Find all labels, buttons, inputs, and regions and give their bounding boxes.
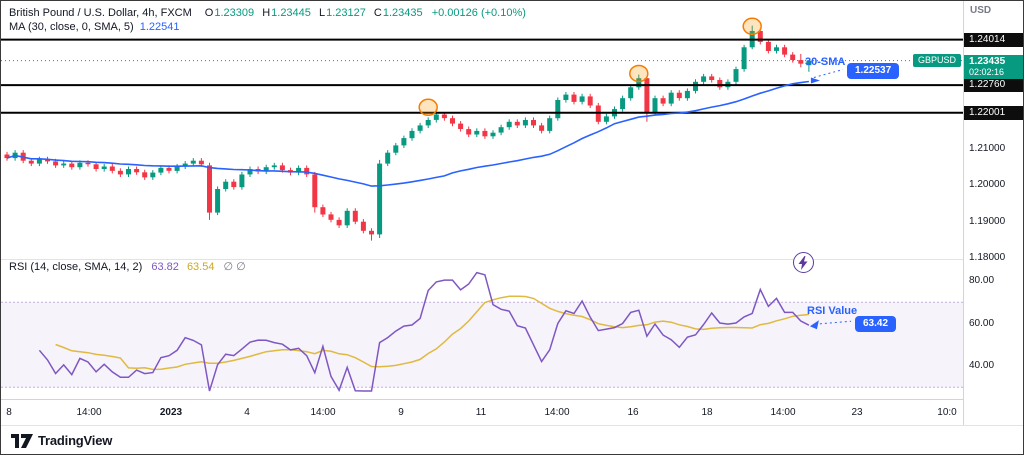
pane-divider bbox=[1, 259, 963, 260]
time-axis-label: 23 bbox=[851, 407, 863, 418]
tradingview-wordmark: TradingView bbox=[38, 433, 113, 448]
level-lines[interactable] bbox=[1, 38, 963, 114]
open-value: 1.23309 bbox=[214, 7, 255, 19]
rsi-main-value: 63.82 bbox=[151, 261, 179, 273]
sma-annotation-tag[interactable]: 1.22537 bbox=[847, 62, 900, 79]
tradingview-logo[interactable]: TradingView bbox=[11, 433, 112, 448]
symbol-legend-row: British Pound / U.S. Dollar, 4h, FXCM O1… bbox=[9, 6, 526, 20]
time-axis-label: 11 bbox=[475, 407, 487, 418]
ma-legend-row: MA (30, close, 0, SMA, 5) 1.22541 bbox=[9, 20, 526, 34]
rsi-smooth-value: 63.54 bbox=[186, 261, 215, 273]
time-axis-label: 10:0 bbox=[937, 407, 957, 418]
tradingview-logo-icon bbox=[11, 433, 33, 448]
close-label: C bbox=[373, 7, 382, 19]
symbol-title[interactable]: British Pound / U.S. Dollar, 4h, FXCM bbox=[9, 7, 192, 19]
bar-countdown: 02:02:16 bbox=[969, 66, 1005, 77]
lightning-bolt-glyph bbox=[798, 255, 808, 270]
rsi-axis-label: 40.00 bbox=[969, 360, 995, 371]
rsi-leader-line bbox=[814, 320, 852, 325]
time-axis-label: 14:00 bbox=[76, 407, 102, 418]
price-axis-label: 1.20000 bbox=[969, 179, 1006, 191]
time-axis-label: 14:00 bbox=[770, 407, 796, 418]
rsi-axis-label: 60.00 bbox=[969, 317, 995, 329]
current-price-value: 1.23435 bbox=[969, 55, 1006, 67]
close-value: 1.23435 bbox=[382, 7, 423, 19]
candles-group bbox=[4, 25, 812, 241]
ma-indicator-label[interactable]: MA (30, close, 0, SMA, 5) bbox=[9, 21, 134, 33]
open-label: O bbox=[204, 7, 214, 19]
sma-line[interactable] bbox=[6, 80, 810, 187]
lightning-icon[interactable] bbox=[793, 252, 814, 273]
rsi-chart-pane[interactable] bbox=[1, 259, 963, 399]
time-axis-label: 2023 bbox=[159, 407, 183, 418]
time-axis-label: 16 bbox=[627, 407, 639, 418]
low-label: L bbox=[318, 7, 326, 19]
price-axis[interactable]: USD 1.23435 02:02:16 1.21000 1.20000 1.190… bbox=[963, 1, 1023, 399]
high-value: 1.23445 bbox=[271, 7, 311, 19]
time-axis-label: 8 bbox=[6, 407, 12, 418]
sma-arrowhead bbox=[810, 77, 820, 84]
sma-annotation-text[interactable]: 30-SMA bbox=[805, 55, 846, 68]
rsi-legend: RSI (14, close, SMA, 14, 2) 63.82 63.54 … bbox=[9, 260, 246, 273]
rsi-empty-values: ∅ ∅ bbox=[223, 261, 246, 273]
time-axis-label: 14:00 bbox=[310, 407, 336, 418]
rsi-ma-line[interactable] bbox=[55, 295, 809, 371]
rsi-annotation-text[interactable]: RSI Value bbox=[807, 305, 858, 318]
rsi-axis-label: 80.00 bbox=[969, 275, 995, 286]
ohlc-values: O1.23309 H1.23445 L1.23127 C1.23435 +0.0… bbox=[200, 6, 526, 20]
price-level-tag: 1.22001 bbox=[964, 105, 1023, 120]
rsi-annotation-tag[interactable]: 63.42 bbox=[855, 316, 897, 333]
bottom-bar: TradingView bbox=[1, 425, 1023, 454]
price-axis-label: 1.18000 bbox=[969, 252, 1006, 263]
rsi-band bbox=[1, 302, 963, 388]
ma-indicator-value: 1.22541 bbox=[139, 21, 180, 33]
highlight-markers[interactable] bbox=[418, 17, 762, 117]
currency-label: USD bbox=[970, 5, 992, 16]
symbol-price-flag: GBPUSD bbox=[912, 53, 961, 67]
sma-leader-line bbox=[813, 69, 844, 78]
low-value: 1.23127 bbox=[326, 7, 366, 19]
time-axis-label: 18 bbox=[701, 407, 713, 418]
rsi-arrowhead bbox=[809, 320, 819, 330]
price-level-tag: 1.22760 bbox=[964, 78, 1023, 93]
legend: British Pound / U.S. Dollar, 4h, FXCM O1… bbox=[9, 6, 526, 34]
change-value: +0.00126 (+0.10%) bbox=[431, 7, 526, 19]
time-axis[interactable]: 8 14:00 2023 4 14:00 9 11 14:00 16 18 14:00 23 10:0 bbox=[1, 399, 963, 426]
price-chart-pane[interactable] bbox=[1, 1, 963, 259]
rsi-indicator-label[interactable]: RSI (14, close, SMA, 14, 2) bbox=[9, 261, 143, 273]
price-axis-label: 1.19000 bbox=[969, 215, 1006, 227]
time-axis-label: 14:00 bbox=[544, 407, 570, 418]
current-price-tag: 1.23435 02:02:16 bbox=[964, 54, 1023, 79]
price-level-tag: 1.24014 bbox=[964, 32, 1023, 47]
high-label: H bbox=[262, 7, 271, 19]
price-axis-label: 1.21000 bbox=[969, 143, 1006, 155]
axis-corner bbox=[963, 399, 1023, 425]
time-axis-label: 9 bbox=[398, 407, 404, 418]
time-axis-label: 4 bbox=[244, 407, 250, 418]
rsi-line[interactable] bbox=[38, 271, 810, 393]
